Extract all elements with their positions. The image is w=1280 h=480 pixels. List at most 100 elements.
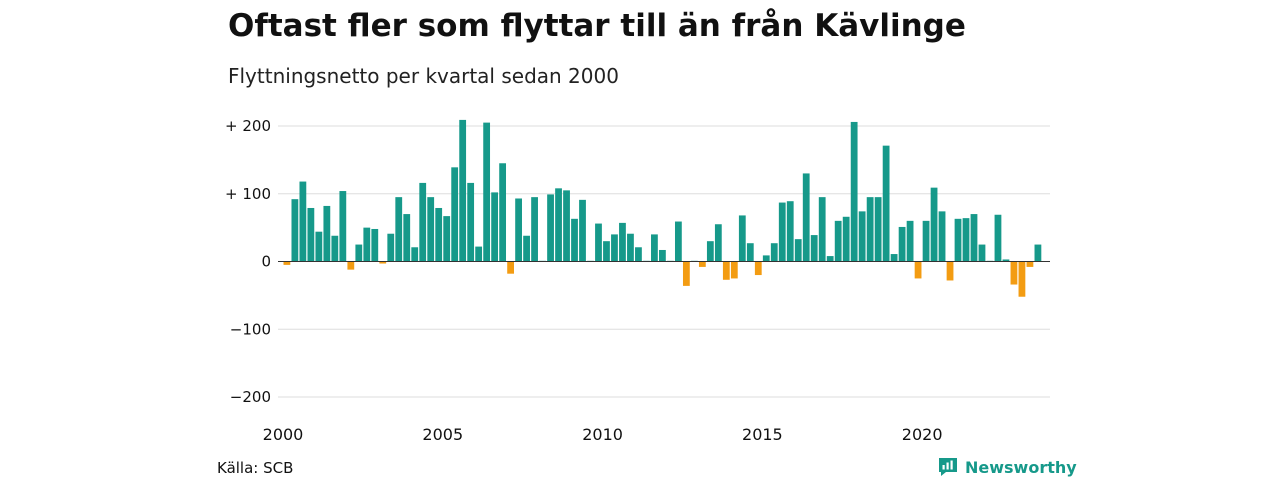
bar xyxy=(746,243,754,262)
bar xyxy=(946,261,954,281)
bar xyxy=(283,261,291,265)
bar xyxy=(1002,259,1010,262)
bar xyxy=(818,197,826,262)
bar xyxy=(619,222,626,262)
bar xyxy=(738,215,746,262)
bar xyxy=(930,187,938,262)
bar xyxy=(914,261,922,279)
bar xyxy=(794,239,802,262)
bar xyxy=(674,221,682,262)
y-axis-ticks: + 200 + 100 0 −100 −200 xyxy=(225,117,271,406)
bar xyxy=(475,246,483,262)
bar xyxy=(443,216,451,262)
bar xyxy=(347,261,355,270)
bar xyxy=(579,199,586,262)
bar xyxy=(882,145,890,262)
brand-logo[interactable]: Newsworthy xyxy=(937,456,1077,478)
bar xyxy=(459,119,467,262)
y-tick-label: + 100 xyxy=(225,185,271,203)
bar xyxy=(371,228,379,262)
bar xyxy=(898,226,906,262)
chart-title: Oftast fler som flyttar till än från Käv… xyxy=(228,8,966,44)
bar xyxy=(427,197,435,262)
bar xyxy=(1010,261,1018,285)
bar xyxy=(419,182,427,262)
bar xyxy=(906,220,914,262)
newsworthy-logo-icon xyxy=(939,458,957,476)
bar xyxy=(826,256,834,262)
bar xyxy=(507,261,514,274)
brand-name: Newsworthy xyxy=(965,457,1077,477)
x-tick-label: 2010 xyxy=(582,425,623,444)
bar xyxy=(922,220,930,262)
bar xyxy=(531,197,538,262)
bar xyxy=(291,199,299,262)
bar xyxy=(890,254,898,262)
bar xyxy=(467,182,475,262)
bar xyxy=(866,197,874,262)
bar xyxy=(555,188,562,262)
bar xyxy=(762,255,770,262)
bar xyxy=(858,211,866,262)
y-tick-label: 0 xyxy=(261,253,271,271)
bar xyxy=(491,192,499,262)
bar xyxy=(563,190,570,262)
bar xyxy=(515,198,522,262)
x-tick-label: 2020 xyxy=(902,425,943,444)
bar xyxy=(299,181,307,262)
x-tick-label: 2005 xyxy=(422,425,463,444)
bar xyxy=(499,163,507,262)
bar xyxy=(810,235,818,262)
y-tick-label: + 200 xyxy=(225,117,271,135)
bar xyxy=(411,247,419,262)
bar xyxy=(1026,261,1034,267)
bar xyxy=(339,191,347,262)
bar xyxy=(842,216,850,262)
bar xyxy=(395,197,403,262)
bar xyxy=(635,247,642,262)
bar xyxy=(770,243,778,262)
bar xyxy=(403,214,411,262)
y-tick-label: −200 xyxy=(230,388,271,406)
bar xyxy=(627,233,634,262)
bar xyxy=(730,261,738,279)
x-tick-label: 2000 xyxy=(263,425,304,444)
x-tick-label: 2015 xyxy=(742,425,783,444)
bar xyxy=(786,201,794,262)
bar xyxy=(483,122,491,262)
bar xyxy=(698,261,706,267)
bar xyxy=(523,235,530,262)
bar xyxy=(722,261,730,280)
gridlines xyxy=(278,125,1050,398)
source-note: Källa: SCB xyxy=(217,459,294,477)
bar xyxy=(754,261,762,276)
bar xyxy=(802,173,810,262)
bar xyxy=(1018,261,1026,297)
bar xyxy=(659,249,666,262)
bar xyxy=(323,205,331,262)
bar xyxy=(994,214,1002,262)
bar xyxy=(547,194,554,262)
bar xyxy=(603,241,610,262)
bar xyxy=(962,218,970,262)
bar xyxy=(850,121,858,262)
bar xyxy=(706,241,714,262)
bar xyxy=(778,202,786,262)
bar xyxy=(355,244,363,262)
bar xyxy=(970,214,978,262)
bars xyxy=(283,119,1042,297)
bar xyxy=(315,231,323,262)
chart-subtitle: Flyttningsnetto per kvartal sedan 2000 xyxy=(228,64,619,88)
bar xyxy=(938,211,946,262)
x-axis-ticks: 2000 2005 2010 2015 2020 xyxy=(263,425,943,444)
bar xyxy=(595,223,602,262)
bar xyxy=(954,218,962,262)
bar xyxy=(611,234,618,262)
bar xyxy=(307,207,315,262)
bar xyxy=(978,244,986,262)
bar xyxy=(363,227,371,262)
bar xyxy=(834,220,842,262)
bar-chart: + 200 + 100 0 −100 −200 2000 2005 2010 2015 2020 xyxy=(225,117,1050,444)
bar xyxy=(651,234,658,262)
bar xyxy=(387,233,395,262)
